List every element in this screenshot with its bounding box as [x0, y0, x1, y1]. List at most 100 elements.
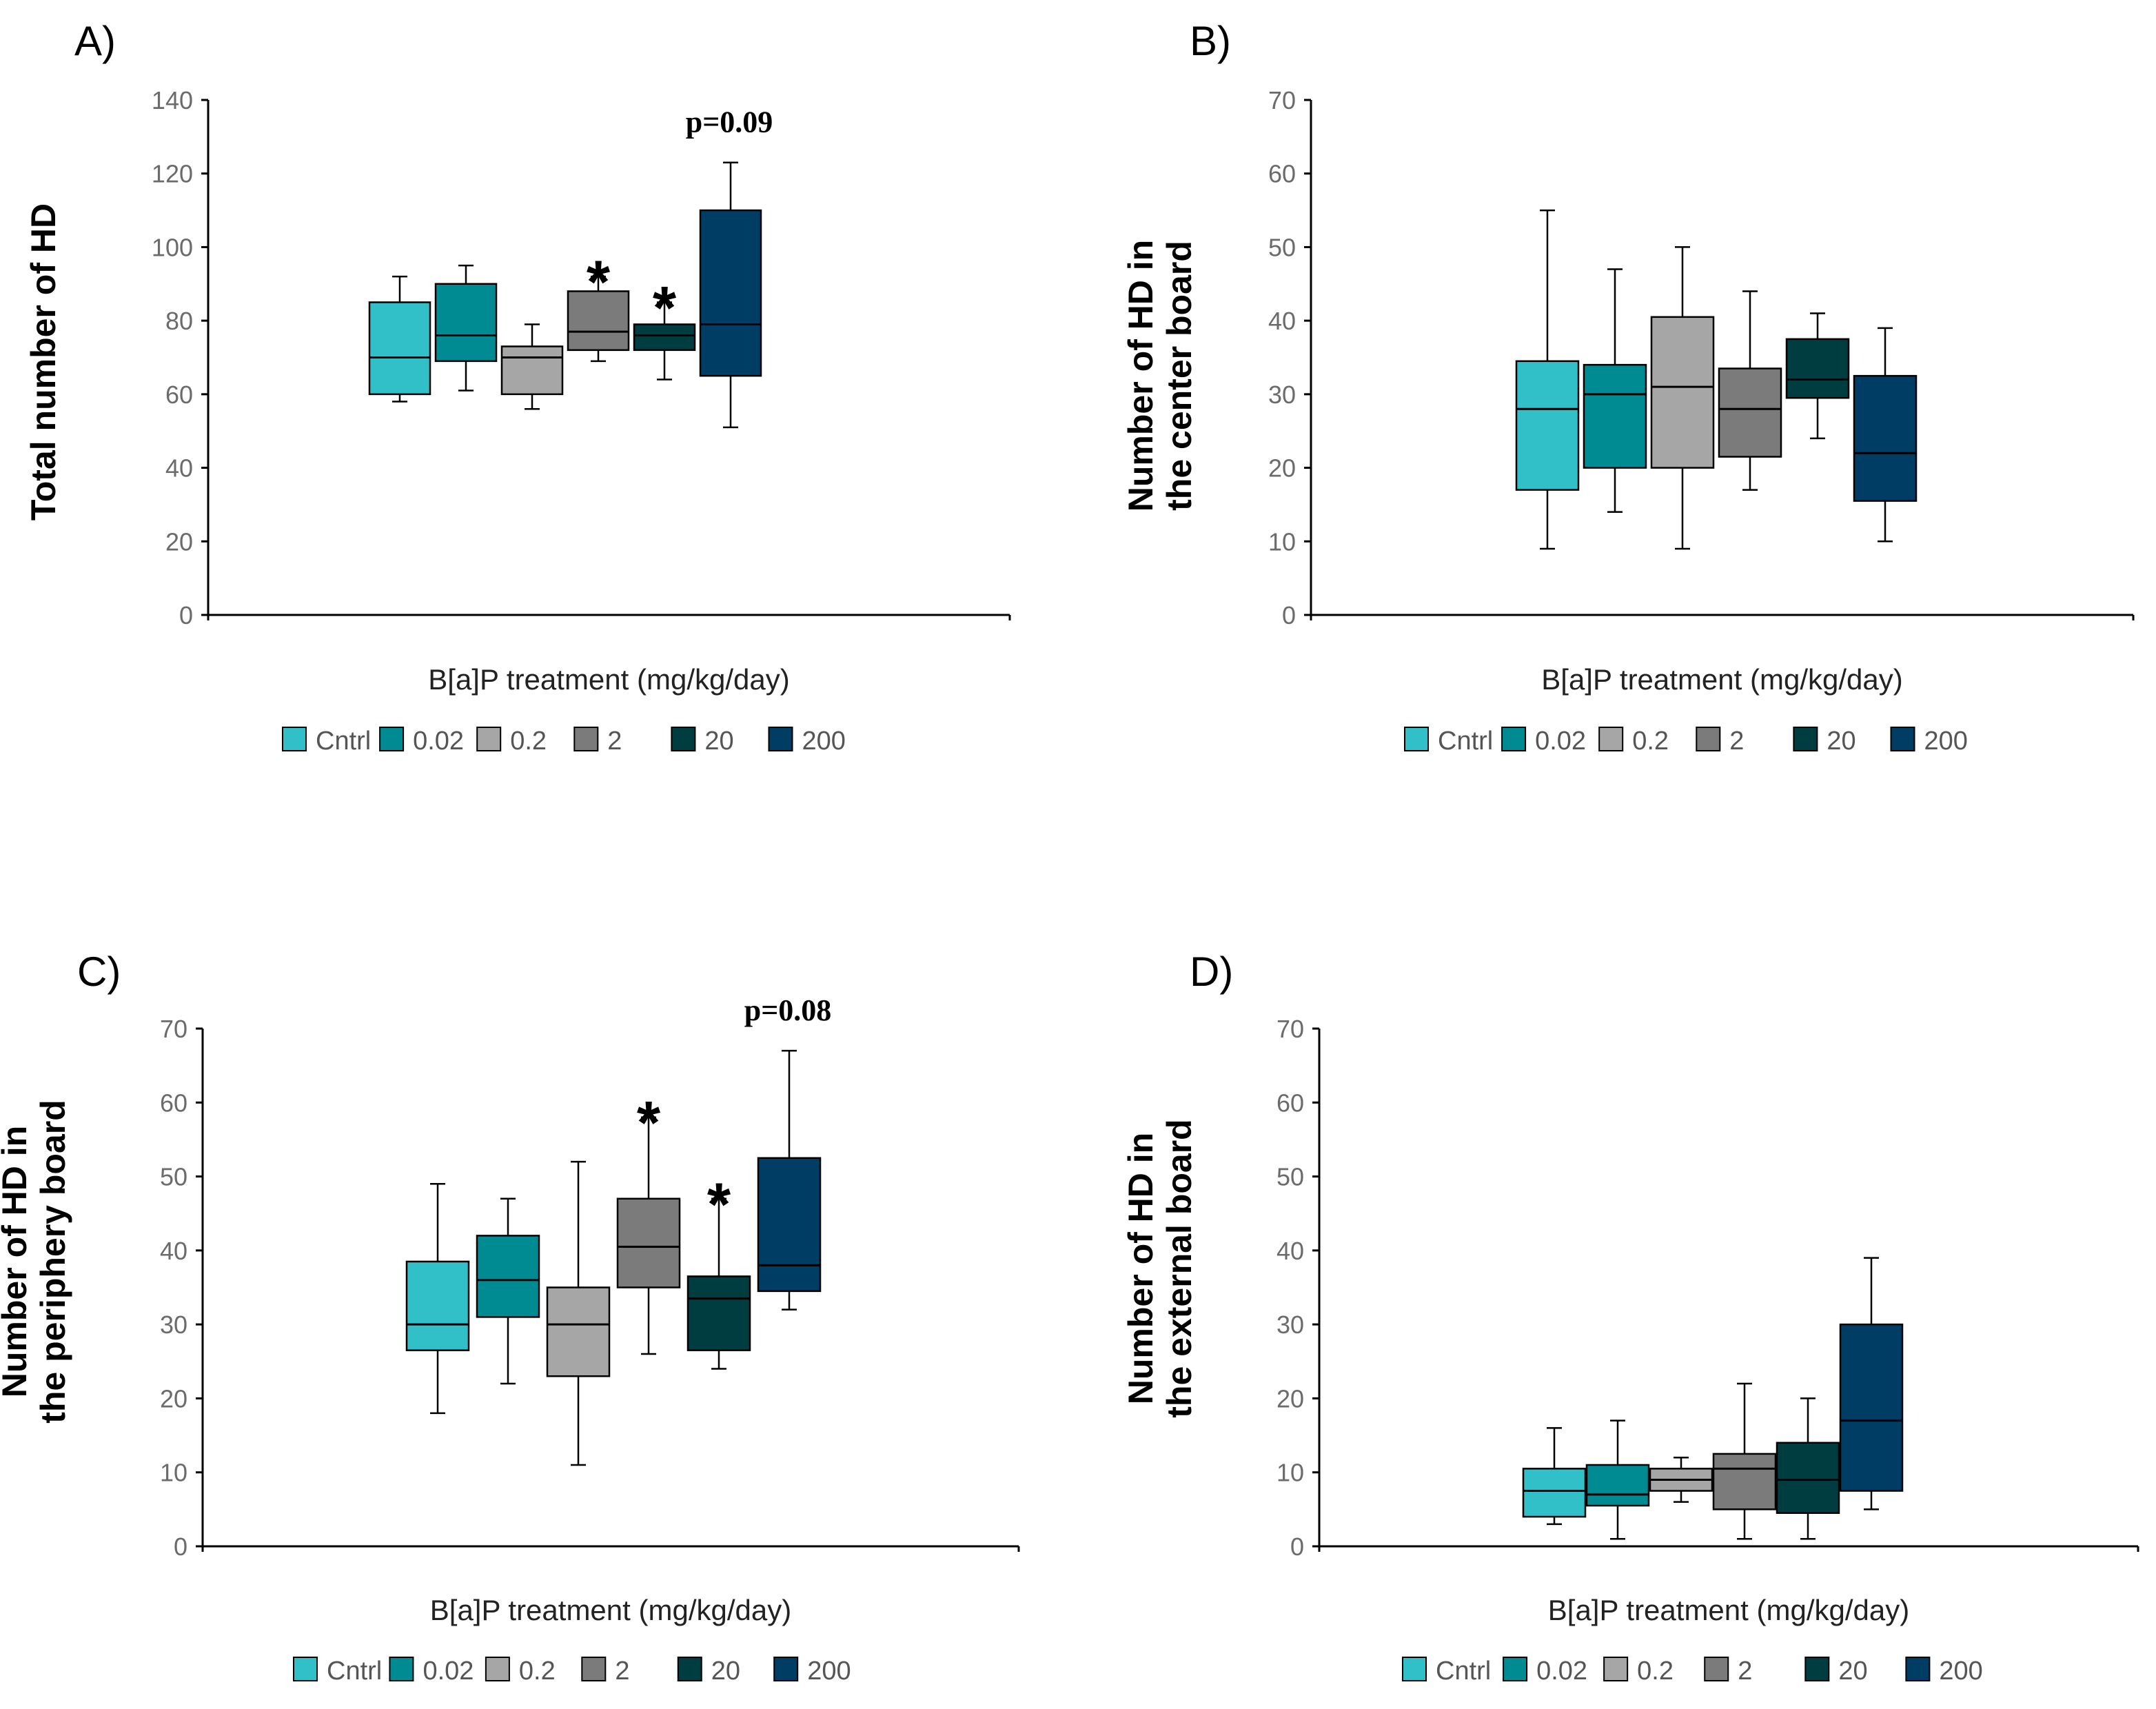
y-tick-label: 10	[1277, 1459, 1304, 1487]
legend-swatch	[485, 1657, 510, 1681]
legend-swatch	[1501, 727, 1527, 751]
box-Cntrl	[1522, 1427, 1587, 1526]
iqr-box	[687, 1275, 751, 1351]
y-axis-label: the external board	[1160, 1119, 1199, 1417]
box-Cntrl	[405, 1183, 470, 1415]
box-0.02	[476, 1197, 540, 1385]
panel-c: C) 0 10 20 30 40 50 60 70 Number of HD in the peri…	[0, 949, 1020, 1686]
legend-label: 20	[1827, 727, 1855, 756]
box-2	[1712, 1382, 1777, 1540]
legend-swatch	[1598, 727, 1624, 751]
legend-swatch	[1402, 1657, 1427, 1681]
y-tick-label: 30	[1268, 381, 1296, 409]
y-axis-label: the periphery board	[34, 1100, 72, 1424]
y-tick-label: 10	[1268, 527, 1296, 556]
y-tick-label: 30	[160, 1311, 187, 1339]
y-tick-label: 10	[160, 1459, 187, 1487]
x-axis-label: B[a]P treatment (mg/kg/day)	[1541, 663, 1902, 696]
box-Cntrl	[1515, 209, 1580, 550]
legend-swatch	[293, 1657, 318, 1681]
panel-letter: D)	[1190, 949, 1233, 995]
iqr-box	[1712, 1453, 1777, 1510]
p-value-annotation: p=0.08	[744, 993, 832, 1027]
legend-swatch	[671, 727, 696, 751]
iqr-box	[500, 345, 564, 396]
legend-label: 0.02	[1535, 727, 1586, 756]
panel-letter: B)	[1190, 18, 1231, 64]
legend-label: 0.2	[519, 1657, 556, 1686]
iqr-box	[616, 1197, 681, 1288]
iqr-box	[546, 1286, 611, 1377]
y-tick-label: 40	[160, 1237, 187, 1265]
iqr-box	[1853, 374, 1918, 502]
legend-swatch	[282, 727, 307, 751]
iqr-box	[757, 1157, 822, 1293]
legend-label: 200	[1924, 727, 1968, 756]
legend-swatch	[573, 727, 599, 751]
box-20	[633, 301, 696, 381]
legend-swatch	[768, 727, 793, 751]
y-tick-label: 40	[165, 454, 193, 483]
y-tick-label: 70	[1268, 86, 1296, 114]
box-200	[1853, 327, 1918, 543]
y-tick-label: 70	[1277, 1015, 1304, 1043]
legend-label: 2	[615, 1657, 629, 1686]
legend-swatch	[379, 727, 405, 751]
legend-swatch	[1696, 727, 1721, 751]
box-Cntrl	[368, 275, 431, 403]
y-tick-label: 0	[179, 601, 193, 629]
legend-swatch	[476, 727, 502, 751]
significance-star: *	[653, 273, 677, 341]
y-tick-label: 60	[1268, 160, 1296, 188]
legend: Cntrl 0.02 0.2 2 20 200	[293, 1657, 851, 1686]
box-20	[1776, 1397, 1840, 1540]
box-0.2	[500, 323, 564, 410]
iqr-box	[368, 301, 431, 396]
iqr-box	[633, 323, 696, 352]
box-0.2	[1650, 246, 1715, 550]
legend-label: 0.02	[423, 1657, 474, 1686]
iqr-box	[1515, 360, 1580, 491]
iqr-box	[1839, 1323, 1904, 1492]
y-tick-label: 140	[152, 86, 193, 114]
legend-label: 0.2	[510, 727, 547, 756]
panel-letter: C)	[77, 949, 121, 995]
box-2	[1718, 290, 1782, 491]
y-tick-label: 20	[160, 1384, 187, 1413]
box-200	[1839, 1257, 1904, 1510]
legend-label: 200	[802, 727, 846, 756]
y-tick-label: 80	[165, 307, 193, 335]
box-200	[699, 161, 762, 429]
legend-label: 200	[807, 1657, 851, 1686]
legend-label: 20	[704, 727, 733, 756]
y-tick-label: 60	[1277, 1089, 1304, 1117]
iqr-box	[405, 1260, 470, 1351]
y-tick-label: 0	[1282, 601, 1296, 629]
legend: Cntrl 0.02 0.2 2 20 200	[282, 727, 846, 756]
legend-swatch	[1793, 727, 1818, 751]
legend-swatch	[1704, 1657, 1729, 1681]
y-axis-label: the center board	[1160, 241, 1199, 511]
legend-swatch	[677, 1657, 702, 1681]
panel-a: A) 0 20 40 60 80 100 120 140 Total number of HD B[…	[24, 18, 1011, 756]
panel-b: B) 0 10 20 30 40 50 60 70 Number of HD in the cent…	[1121, 18, 2135, 756]
iqr-box	[1583, 363, 1647, 469]
iqr-box	[1585, 1464, 1650, 1507]
y-tick-label: 60	[160, 1089, 187, 1117]
legend-label: 0.2	[1632, 727, 1669, 756]
y-tick-label: 20	[1268, 454, 1296, 483]
legend-label: Cntrl	[1438, 727, 1493, 756]
legend-label: Cntrl	[316, 727, 371, 756]
x-axis-label: B[a]P treatment (mg/kg/day)	[428, 663, 789, 696]
y-tick-label: 40	[1268, 307, 1296, 335]
legend-swatch	[1905, 1657, 1931, 1681]
box-0.02	[1583, 268, 1647, 513]
legend-label: 2	[1729, 727, 1744, 756]
x-axis-label: B[a]P treatment (mg/kg/day)	[1548, 1594, 1909, 1626]
box-2	[567, 275, 630, 363]
legend-label: 0.02	[413, 727, 464, 756]
p-value-annotation: p=0.09	[686, 105, 773, 139]
legend-swatch	[1890, 727, 1915, 751]
y-tick-label: 120	[152, 160, 193, 188]
